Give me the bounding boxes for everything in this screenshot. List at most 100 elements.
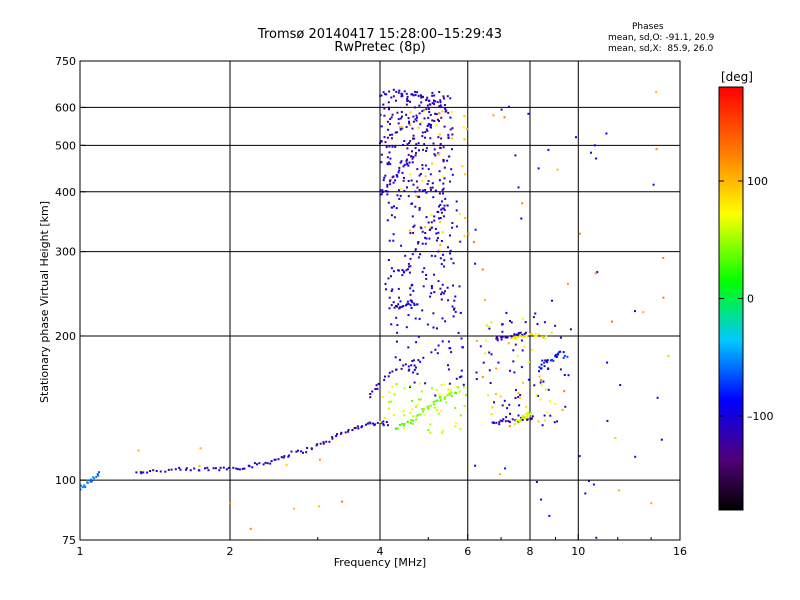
data-point (596, 271, 599, 274)
data-point (449, 249, 452, 252)
data-point (431, 91, 434, 94)
data-point (490, 353, 493, 356)
data-point (460, 369, 463, 372)
data-point (415, 180, 418, 183)
data-point (418, 208, 421, 211)
data-point (497, 361, 500, 364)
data-point (385, 146, 388, 148)
data-point (388, 107, 390, 110)
data-point (490, 413, 493, 415)
data-point (415, 418, 418, 421)
data-point (428, 405, 431, 408)
data-point (251, 466, 254, 469)
data-point (282, 456, 285, 459)
data-point (427, 116, 430, 119)
data-point (445, 401, 448, 404)
data-point (485, 339, 488, 342)
data-point (458, 285, 461, 288)
data-point (412, 371, 415, 374)
data-point (405, 92, 408, 95)
data-point (429, 113, 432, 116)
data-point (382, 190, 385, 193)
data-point (460, 337, 463, 340)
data-point (406, 163, 409, 166)
data-point (540, 384, 543, 387)
data-point (403, 423, 406, 425)
data-point (556, 420, 559, 423)
data-point (435, 232, 438, 235)
data-point (384, 141, 387, 144)
data-point (401, 171, 404, 174)
data-point (430, 254, 433, 257)
data-point (453, 307, 456, 310)
data-point (491, 406, 494, 409)
data-point (499, 395, 502, 398)
data-point (441, 200, 443, 203)
data-point (472, 241, 475, 244)
y-tick-label: 300 (55, 246, 76, 259)
data-point (81, 486, 84, 489)
data-point (406, 98, 409, 100)
data-point (436, 101, 439, 104)
data-point (440, 106, 443, 109)
data-point (408, 142, 410, 145)
data-point (409, 386, 411, 388)
data-point (392, 301, 395, 304)
data-point (451, 127, 454, 130)
data-point (412, 120, 415, 123)
data-point (512, 360, 515, 363)
data-point (450, 391, 453, 394)
data-point (455, 200, 458, 203)
data-point (458, 390, 461, 393)
data-point (444, 320, 447, 323)
data-point (90, 478, 92, 481)
data-point (442, 215, 445, 218)
data-point (537, 394, 539, 397)
data-point (407, 117, 410, 120)
data-point (417, 241, 420, 243)
data-point (427, 99, 430, 102)
data-point (447, 388, 450, 391)
data-point (398, 169, 401, 172)
data-point (514, 343, 517, 346)
data-point (394, 356, 397, 359)
data-point (396, 194, 399, 197)
data-point (488, 351, 491, 354)
data-point (436, 237, 439, 240)
data-point (457, 331, 460, 334)
data-point (451, 305, 454, 308)
data-point (394, 427, 397, 430)
data-point (447, 299, 450, 302)
data-point (437, 136, 440, 139)
x-tick-label: 2 (227, 545, 234, 558)
data-point (264, 461, 267, 464)
data-point (418, 174, 421, 177)
data-point (340, 431, 343, 434)
data-point (421, 179, 424, 182)
x-tick-label: 10 (571, 545, 585, 558)
data-point (513, 333, 516, 336)
data-point (398, 307, 401, 310)
data-point (517, 332, 520, 334)
data-point (442, 292, 445, 295)
data-point (455, 225, 458, 228)
colorbar: [deg] 100 0 –100 (718, 70, 774, 511)
data-point (446, 95, 449, 98)
data-point (516, 422, 519, 425)
data-point (387, 161, 390, 164)
data-point (214, 467, 217, 470)
data-point (526, 412, 529, 414)
data-point (481, 376, 484, 379)
data-point (198, 469, 201, 472)
data-point (418, 398, 421, 401)
data-point (455, 386, 458, 389)
data-point (521, 418, 524, 421)
data-point (509, 320, 511, 322)
data-point (380, 193, 383, 196)
data-point (441, 283, 444, 286)
data-point (425, 150, 428, 152)
data-point (520, 420, 523, 423)
colorbar-unit-label: [deg] (721, 70, 753, 84)
data-point (438, 152, 441, 155)
data-point (451, 133, 454, 136)
